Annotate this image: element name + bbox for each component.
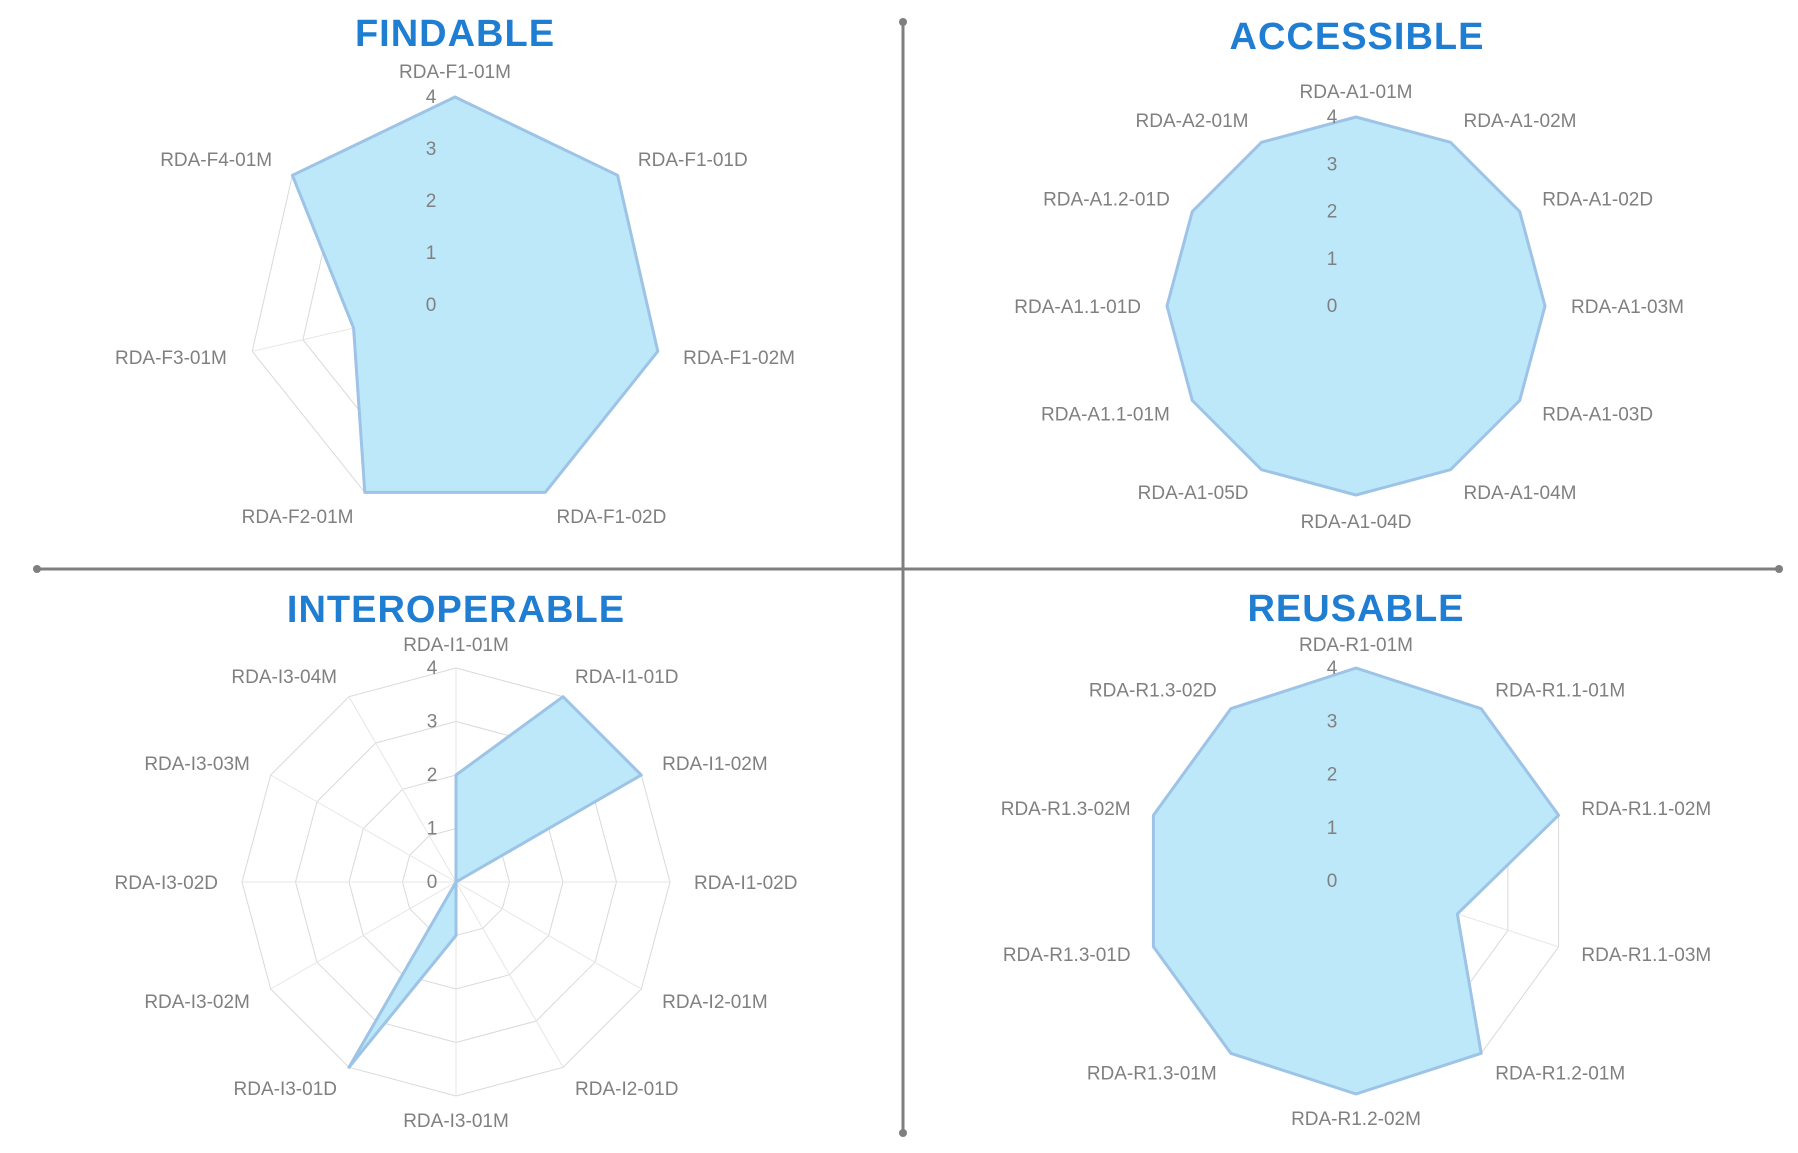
- interoperable-spoke: [455, 881, 642, 990]
- findable-series-area: [290, 95, 660, 494]
- interoperable-chart-title: INTEROPERABLE: [287, 589, 625, 631]
- interoperable-spoke: [270, 774, 457, 883]
- findable-axis-label: RDA-F4-01M: [160, 150, 272, 171]
- findable-chart-title: FINDABLE: [355, 13, 555, 55]
- findable-axis-label: RDA-F1-02D: [557, 507, 667, 528]
- reusable-axis-label: RDA-R1.2-01M: [1495, 1064, 1625, 1085]
- interoperable-tick-label: 2: [427, 765, 438, 786]
- accessible-axis-label: RDA-A1-03D: [1542, 405, 1653, 426]
- accessible-axis-label: RDA-A1-01M: [1300, 82, 1413, 103]
- interoperable-axis-label: RDA-I3-02M: [144, 992, 250, 1013]
- accessible-tick-label: 0: [1327, 296, 1338, 317]
- findable-tick-label: 3: [426, 139, 437, 160]
- accessible-axis-label: RDA-A1-02D: [1542, 190, 1653, 211]
- accessible-axis-label: RDA-A1.1-01D: [1014, 297, 1141, 318]
- reusable-chart-title: REUSABLE: [1247, 588, 1464, 630]
- accessible-axis-label: RDA-A1.1-01M: [1041, 405, 1170, 426]
- findable-chart: FINDABLE 0 1 2 3 4 RDA-F1-01M RDA-F1-01D RDA-F1…: [115, 13, 795, 528]
- interoperable-axis-label: RDA-I1-01M: [403, 635, 509, 656]
- accessible-axis-label: RDA-A1-02M: [1464, 111, 1577, 132]
- interoperable-axis-label: RDA-I1-01D: [575, 667, 678, 688]
- reusable-axis-label: RDA-R1-01M: [1299, 635, 1413, 656]
- accessible-axis-label: RDA-A1-04D: [1301, 512, 1412, 533]
- interoperable-tick-label: 4: [427, 658, 438, 679]
- findable-axis-label: RDA-F2-01M: [242, 507, 354, 528]
- interoperable-tick-label: 1: [427, 819, 438, 840]
- accessible-tick-label: 1: [1327, 249, 1338, 270]
- interoperable-axis-label: RDA-I3-01D: [234, 1079, 337, 1100]
- reusable-tick-label: 0: [1327, 871, 1338, 892]
- reusable-axis-label: RDA-R1.3-01M: [1087, 1064, 1217, 1085]
- interoperable-axis-label: RDA-I3-03M: [144, 754, 250, 775]
- accessible-chart: ACCESSIBLE 0 1 2 3 4 RDA-A1-01M RDA-A1-02M RDA-…: [1014, 16, 1684, 533]
- divider-end-right: [1775, 565, 1783, 573]
- reusable-series-area: [1151, 666, 1561, 1096]
- reusable-tick-label: 4: [1327, 658, 1338, 679]
- findable-axis-label: RDA-F1-02M: [683, 348, 795, 369]
- findable-tick-label: 0: [426, 295, 437, 316]
- findable-axis-label: RDA-F1-01D: [638, 150, 748, 171]
- divider-end-left: [33, 565, 41, 573]
- interoperable-axis-label: RDA-I3-04M: [231, 667, 337, 688]
- interoperable-spoke: [455, 881, 564, 1068]
- reusable-axis-label: RDA-R1.1-03M: [1581, 945, 1711, 966]
- findable-axis-label: RDA-F3-01M: [115, 348, 227, 369]
- accessible-axis-label: RDA-A2-01M: [1136, 111, 1249, 132]
- accessible-tick-label: 3: [1327, 154, 1338, 175]
- findable-tick-label: 2: [426, 191, 437, 212]
- interoperable-axis-label: RDA-I1-02M: [662, 754, 768, 775]
- reusable-tick-label: 3: [1327, 711, 1338, 732]
- interoperable-axis-label: RDA-I3-01M: [403, 1111, 509, 1132]
- reusable-tick-label: 1: [1327, 818, 1338, 839]
- accessible-chart-title: ACCESSIBLE: [1230, 16, 1485, 58]
- findable-axis-label: RDA-F1-01M: [399, 62, 511, 83]
- interoperable-axis-label: RDA-I1-02D: [694, 873, 797, 894]
- reusable-axis-label: RDA-R1.1-02M: [1581, 799, 1711, 820]
- interoperable-spoke: [270, 881, 457, 990]
- interoperable-axis-label: RDA-I2-01M: [662, 992, 768, 1013]
- accessible-axis-label: RDA-A1.2-01D: [1043, 190, 1170, 211]
- quadrant-dividers: [33, 18, 1783, 1137]
- interoperable-spoke: [348, 696, 457, 883]
- findable-tick-label: 1: [426, 243, 437, 264]
- accessible-axis-label: RDA-A1-04M: [1464, 483, 1577, 504]
- interoperable-axis-label: RDA-I3-02D: [115, 873, 218, 894]
- reusable-axis-label: RDA-R1.3-01D: [1003, 945, 1131, 966]
- reusable-tick-label: 2: [1327, 765, 1338, 786]
- divider-end-bottom: [899, 1129, 907, 1137]
- accessible-tick-label: 4: [1327, 107, 1338, 128]
- accessible-tick-label: 2: [1327, 202, 1338, 223]
- reusable-axis-label: RDA-R1.1-01M: [1495, 680, 1625, 701]
- findable-tick-label: 4: [426, 87, 437, 108]
- interoperable-tick-label: 0: [427, 872, 438, 893]
- reusable-axis-label: RDA-R1.3-02D: [1089, 680, 1217, 701]
- reusable-axis-label: RDA-R1.3-02M: [1001, 799, 1131, 820]
- interoperable-axis-label: RDA-I2-01D: [575, 1079, 678, 1100]
- reusable-axis-label: RDA-R1.2-02M: [1291, 1109, 1421, 1130]
- interoperable-series-area: [347, 695, 643, 1069]
- interoperable-tick-label: 3: [427, 712, 438, 733]
- divider-end-top: [899, 18, 907, 26]
- accessible-series-area: [1165, 115, 1547, 497]
- accessible-axis-label: RDA-A1-03M: [1571, 297, 1684, 318]
- accessible-axis-label: RDA-A1-05D: [1138, 483, 1249, 504]
